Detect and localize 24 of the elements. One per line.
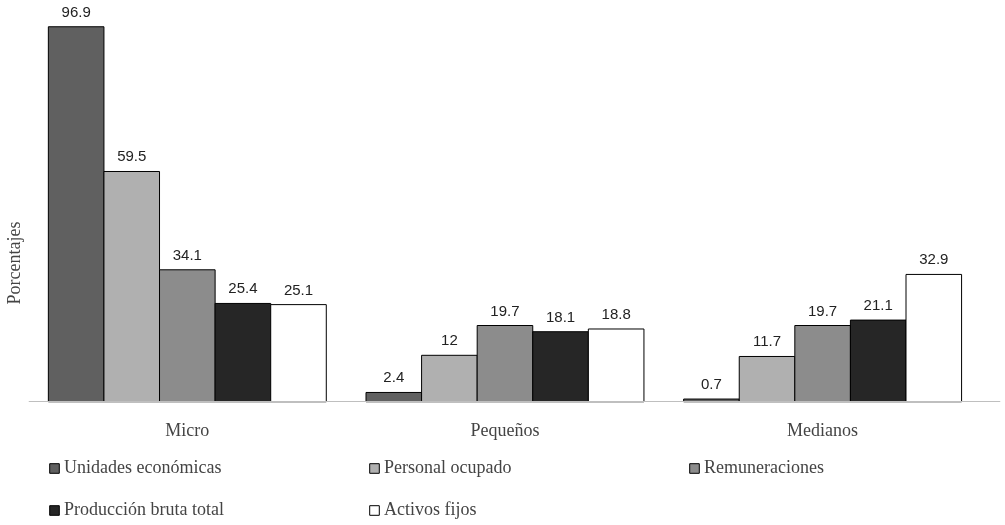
data-label: 19.7: [490, 301, 520, 319]
data-label: 25.4: [228, 279, 258, 297]
legend-label: Unidades económicas: [64, 457, 223, 478]
legend-label: Personal ocupado: [384, 457, 513, 478]
x-tick-label: Medianos: [787, 419, 859, 440]
x-tick-label: Pequeños: [470, 419, 540, 440]
legend-label: Producción bruta total: [64, 499, 225, 520]
data-label: 25.1: [283, 280, 314, 298]
legend-label: Remuneraciones: [704, 457, 825, 478]
legend-label: Activos fijos: [384, 499, 478, 520]
x-tick-label: Micro: [165, 419, 210, 440]
data-label: 21.1: [863, 296, 893, 314]
data-label: 18.8: [601, 304, 631, 322]
data-label: 34.1: [172, 245, 202, 263]
data-label: 19.7: [808, 301, 838, 319]
data-label: 96.9: [61, 2, 91, 20]
data-label: 59.5: [117, 147, 147, 165]
data-label: 32.9: [919, 250, 949, 268]
data-label: 11.7: [752, 332, 782, 350]
data-label: 18.1: [545, 307, 576, 325]
data-label: 12: [441, 331, 458, 349]
data-label: 0.7: [701, 375, 722, 393]
y-axis-title: Porcentajes: [3, 221, 24, 305]
data-label: 2.4: [383, 368, 405, 386]
